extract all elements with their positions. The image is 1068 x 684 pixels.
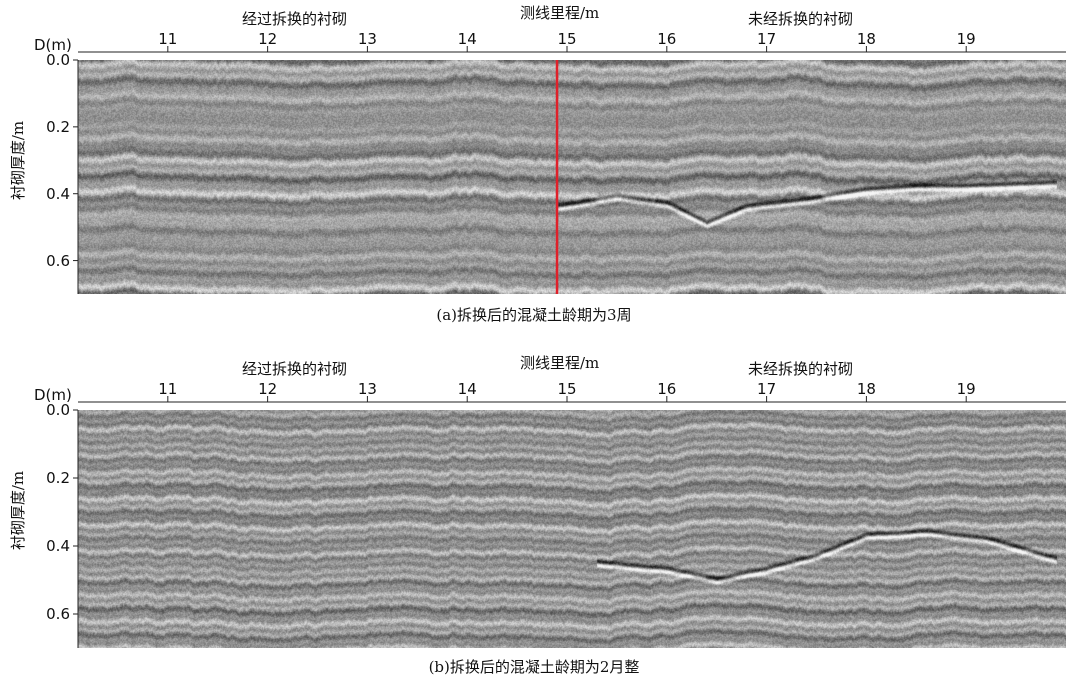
x-tick-label: 18 — [856, 380, 876, 398]
x-tick-label: 19 — [956, 30, 976, 48]
y-tick-label: 0.4 — [46, 184, 70, 203]
x-tick-label: 11 — [158, 380, 178, 398]
x-tick-label: 14 — [457, 30, 477, 48]
y-tick-label: 0.6 — [46, 251, 70, 270]
x-tick-label: 17 — [757, 380, 777, 398]
x-tick-label: 16 — [657, 380, 677, 398]
chart-panel-a: 经过拆换的衬砌 测线里程/m 未经拆换的衬砌 D(m) 衬砌厚度/m 11 12 1… — [0, 0, 1068, 330]
y-tick-label: 0.4 — [46, 537, 70, 555]
x-tick-label: 14 — [457, 380, 477, 398]
y-tick-label: 0.2 — [46, 117, 70, 136]
x-tick-label: 12 — [258, 380, 278, 398]
x-tick-label: 15 — [557, 30, 577, 48]
axis-frame — [73, 396, 1066, 648]
x-tick-label: 17 — [757, 30, 777, 48]
x-tick-label: 13 — [357, 380, 377, 398]
x-tick-label: 11 — [158, 30, 178, 48]
caption: (b)拆换后的混凝土龄期为2月整 — [428, 658, 640, 676]
right-section-label: 未经拆换的衬砌 — [748, 360, 854, 378]
x-tick-label: 13 — [357, 30, 377, 48]
x-tick-label: 19 — [956, 380, 976, 398]
y-tick-label: 0.0 — [46, 401, 70, 419]
radargram-image — [78, 410, 1066, 648]
x-tick-label: 18 — [856, 30, 876, 48]
y-tick-label: 0.0 — [46, 51, 70, 69]
left-section-label: 经过拆换的衬砌 — [242, 10, 348, 28]
y-tick-label: 0.2 — [46, 469, 70, 487]
x-tick-label: 12 — [258, 30, 278, 48]
radargram-image — [78, 60, 1066, 294]
y-tick-label: 0.6 — [46, 605, 70, 623]
distance-axis-label: D(m) — [34, 36, 72, 54]
right-section-label: 未经拆换的衬砌 — [748, 10, 854, 28]
x-tick-label: 15 — [557, 380, 577, 398]
chart-title: 测线里程/m — [520, 354, 600, 372]
axis-frame — [73, 46, 1066, 294]
x-tick-label: 16 — [657, 30, 677, 48]
caption: (a)拆换后的混凝土龄期为3周 — [436, 306, 632, 324]
chart-title: 测线里程/m — [520, 4, 600, 22]
left-section-label: 经过拆换的衬砌 — [242, 360, 348, 378]
chart-panel-b: 经过拆换的衬砌 测线里程/m 未经拆换的衬砌 D(m) 衬砌厚度/m 11 12 1… — [0, 350, 1068, 684]
distance-axis-label: D(m) — [34, 386, 72, 404]
